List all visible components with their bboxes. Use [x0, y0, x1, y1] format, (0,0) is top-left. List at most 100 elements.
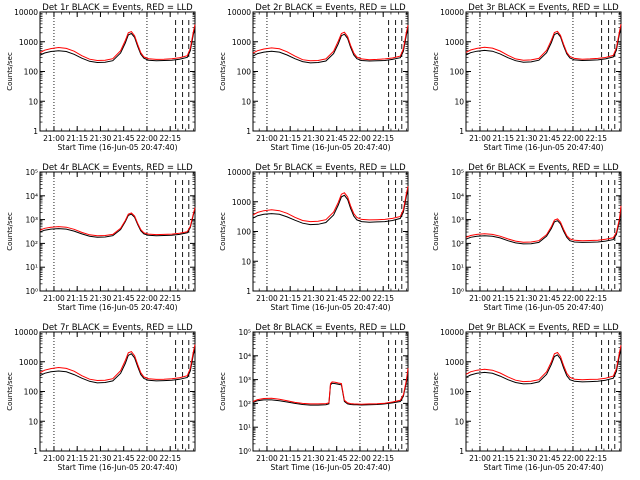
events-series-line	[252, 189, 409, 226]
x-tick-label: 21:15	[279, 454, 301, 463]
x-axis-label: Start Time (16-Jun-05 20:47:40)	[271, 303, 391, 312]
y-tick-label: 10	[241, 97, 251, 106]
x-axis-label: Start Time (16-Jun-05 20:47:40)	[58, 463, 178, 472]
lld-series-line	[252, 25, 409, 62]
x-tick-label: 21:30	[303, 134, 325, 143]
lld-series-line	[465, 345, 622, 383]
x-axis-label: Start Time (16-Jun-05 20:47:40)	[58, 303, 178, 312]
y-tick-label: 1000	[445, 358, 464, 367]
x-tick-label: 21:15	[66, 134, 88, 143]
y-axis-label: Counts/sec	[6, 52, 14, 91]
y-tick-label: 1000	[19, 358, 38, 367]
events-series-line	[465, 26, 622, 63]
panel-det-1r: Det 1r BLACK = Events, RED = LLD 1 10 100 10…	[6, 3, 196, 152]
x-tick-label: 21:30	[303, 294, 325, 303]
y-tick-label: 10000	[227, 8, 251, 17]
panel-det-4r: Det 4r BLACK = Events, RED = LLD 10⁰ 10¹ 10…	[6, 163, 196, 312]
x-tick-label: 22:15	[585, 134, 607, 143]
y-axis-label: Counts/sec	[6, 372, 14, 411]
y-tick-label: 10²	[25, 239, 38, 248]
y-tick-label: 100	[450, 68, 465, 77]
panel-title: Det 8r BLACK = Events, RED = LLD	[255, 323, 406, 333]
panel-title: Det 3r BLACK = Events, RED = LLD	[468, 3, 619, 13]
x-tick-label: 22:00	[136, 454, 158, 463]
panel-det-3r: Det 3r BLACK = Events, RED = LLD 1 10 100 10…	[432, 3, 622, 152]
panel-title: Det 1r BLACK = Events, RED = LLD	[42, 3, 193, 13]
x-tick-label: 21:00	[469, 294, 491, 303]
x-tick-label: 22:15	[585, 454, 607, 463]
y-tick-label: 10²	[238, 399, 251, 408]
x-tick-label: 21:30	[303, 454, 325, 463]
y-tick-label: 1000	[232, 38, 251, 47]
y-tick-label: 10⁰	[451, 287, 464, 296]
events-series-line	[465, 208, 622, 245]
x-tick-label: 21:00	[256, 454, 278, 463]
x-tick-label: 21:30	[516, 294, 538, 303]
y-axis-label: Counts/sec	[219, 372, 227, 411]
x-tick-label: 21:30	[90, 454, 112, 463]
y-axis-label: Counts/sec	[219, 212, 227, 251]
x-tick-label: 22:15	[372, 294, 394, 303]
y-tick-label: 100	[237, 228, 252, 237]
x-tick-label: 21:15	[66, 294, 88, 303]
panel-det-7r: Det 7r BLACK = Events, RED = LLD 1 10 100 10…	[6, 323, 196, 472]
y-axis-label: Counts/sec	[6, 212, 14, 251]
x-tick-label: 21:15	[66, 454, 88, 463]
x-axis-label: Start Time (16-Jun-05 20:47:40)	[271, 143, 391, 152]
x-axis-label: Start Time (16-Jun-05 20:47:40)	[58, 143, 178, 152]
x-tick-label: 21:00	[469, 454, 491, 463]
y-tick-label: 1	[246, 287, 251, 296]
x-tick-label: 22:15	[159, 454, 181, 463]
y-tick-label: 10000	[14, 8, 38, 17]
y-tick-label: 10⁵	[451, 168, 464, 177]
y-tick-label: 10⁴	[25, 192, 38, 201]
x-tick-label: 21:45	[539, 134, 561, 143]
y-tick-label: 1000	[19, 38, 38, 47]
events-series-line	[39, 347, 196, 384]
y-tick-label: 10⁴	[238, 352, 251, 361]
x-tick-label: 21:15	[279, 294, 301, 303]
y-tick-label: 10⁵	[238, 328, 251, 337]
y-tick-label: 10¹	[238, 423, 251, 432]
lld-series-line	[465, 205, 622, 243]
y-tick-label: 1	[33, 127, 38, 136]
y-axis-label: Counts/sec	[432, 52, 440, 91]
x-tick-label: 22:00	[562, 294, 584, 303]
plot-frame	[252, 11, 409, 132]
panel-det-8r: Det 8r BLACK = Events, RED = LLD 10⁰ 10¹ 10…	[219, 323, 409, 472]
y-tick-label: 1	[459, 127, 464, 136]
events-series-line	[39, 209, 196, 238]
x-axis-label: Start Time (16-Jun-05 20:47:40)	[271, 463, 391, 472]
x-tick-label: 21:30	[90, 294, 112, 303]
x-tick-label: 22:00	[136, 134, 158, 143]
events-series-line	[252, 370, 409, 406]
plot-frame	[252, 331, 409, 452]
y-axis-label: Counts/sec	[432, 372, 440, 411]
panel-title: Det 9r BLACK = Events, RED = LLD	[468, 323, 619, 333]
y-tick-label: 10	[454, 417, 464, 426]
panel-det-5r: Det 5r BLACK = Events, RED = LLD 1 10 100 10…	[219, 163, 409, 312]
y-tick-label: 10⁵	[25, 168, 38, 177]
x-tick-label: 22:00	[136, 294, 158, 303]
events-series-line	[252, 28, 409, 64]
panel-title: Det 4r BLACK = Events, RED = LLD	[42, 163, 193, 173]
y-tick-label: 10	[28, 417, 38, 426]
y-tick-label: 100	[450, 388, 465, 397]
y-tick-label: 1	[33, 447, 38, 456]
x-tick-label: 21:00	[469, 134, 491, 143]
x-tick-label: 22:15	[159, 134, 181, 143]
lld-series-line	[252, 368, 409, 405]
x-tick-label: 22:15	[372, 454, 394, 463]
lld-series-line	[39, 207, 196, 237]
x-tick-label: 21:30	[516, 454, 538, 463]
y-tick-label: 10⁰	[25, 287, 38, 296]
events-series-line	[39, 27, 196, 64]
y-tick-label: 10³	[451, 216, 464, 225]
x-tick-label: 22:00	[349, 454, 371, 463]
x-tick-label: 21:15	[492, 134, 514, 143]
y-tick-label: 10⁰	[238, 447, 251, 456]
x-tick-label: 22:15	[159, 294, 181, 303]
y-tick-label: 10	[28, 97, 38, 106]
x-axis-label: Start Time (16-Jun-05 20:47:40)	[484, 463, 604, 472]
x-tick-label: 21:00	[43, 134, 65, 143]
